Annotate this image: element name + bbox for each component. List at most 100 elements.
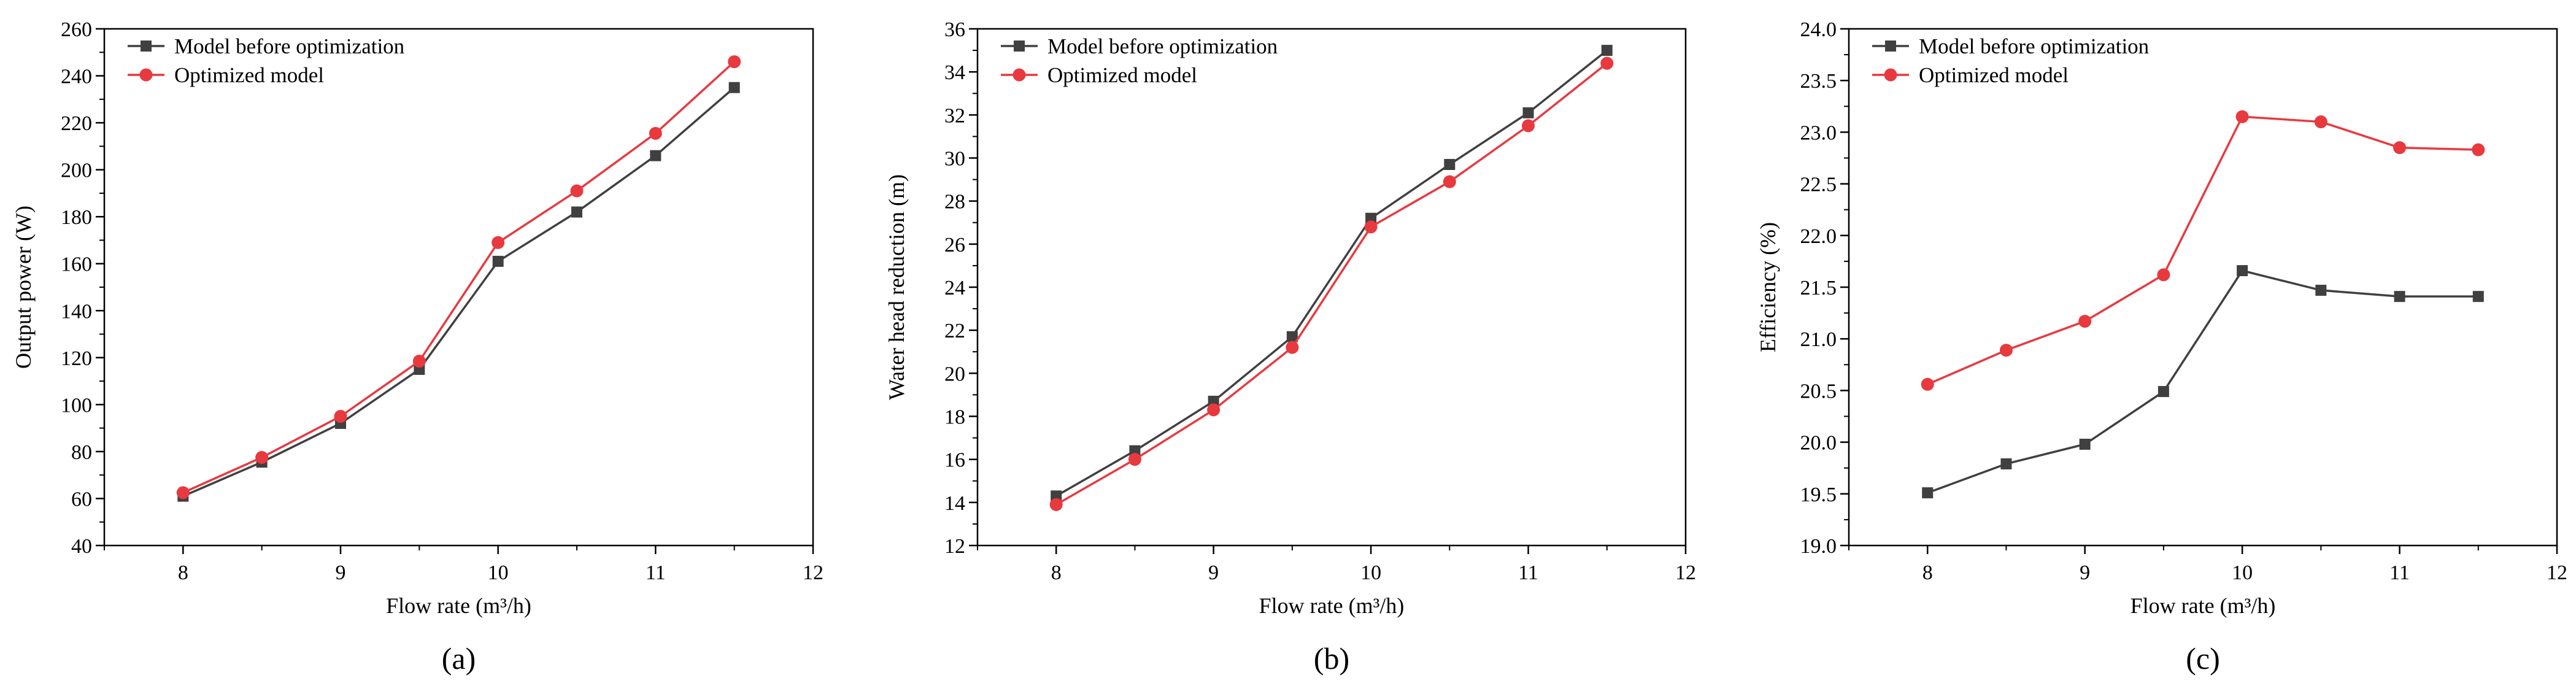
data-point	[1922, 487, 1934, 499]
data-point	[2394, 291, 2405, 303]
legend-label: Model before optimization	[174, 34, 404, 58]
y-tick-label: 34	[944, 61, 965, 84]
legend-marker	[139, 68, 153, 82]
x-tick-label: 8	[1922, 561, 1933, 584]
x-tick-label: 12	[803, 561, 823, 584]
y-tick-label: 200	[61, 160, 92, 182]
y-tick-label: 22.0	[1800, 225, 1837, 248]
data-point	[2000, 458, 2012, 469]
data-point	[1921, 377, 1934, 391]
data-point	[1051, 490, 1062, 502]
y-tick-label: 40	[71, 535, 92, 558]
y-tick-label: 18	[944, 406, 965, 429]
data-point	[1444, 159, 1456, 171]
x-tick-label: 9	[2080, 561, 2090, 584]
data-point	[728, 55, 741, 69]
legend-label: Optimized model	[174, 63, 324, 87]
y-tick-label: 16	[944, 449, 965, 472]
data-point	[728, 82, 740, 93]
data-point	[1365, 212, 1377, 224]
y-tick-label: 23.0	[1800, 121, 1837, 144]
x-tick-label: 11	[2389, 561, 2410, 584]
x-tick-label: 11	[646, 561, 666, 584]
data-point	[1522, 119, 1535, 133]
data-point	[1128, 453, 1141, 466]
data-point	[1601, 45, 1613, 56]
data-point	[1286, 341, 1299, 354]
y-tick-label: 160	[61, 253, 92, 276]
legend-label: Optimized model	[1919, 63, 2069, 87]
data-point	[1208, 395, 1219, 407]
y-tick-label: 120	[61, 347, 92, 370]
chart-panel-1: 40 60 80 100 120 140 160 180 200 220 240 260 8 9 10 11 1…	[11, 18, 823, 676]
data-point	[255, 450, 269, 464]
data-point	[334, 410, 347, 423]
series-line-before-optimization	[182, 87, 735, 498]
data-point	[2472, 291, 2484, 303]
x-tick-label: 10	[488, 561, 509, 584]
data-point	[1207, 403, 1221, 417]
legend-label: Model before optimization	[1919, 34, 2149, 58]
plot-frame	[1848, 28, 2558, 547]
chart-panel-2: 12 14 16 18 20 22 24 26 28 30 32 34 36 8 9 10 11 12 Flow r…	[884, 18, 1696, 676]
legend-marker	[1884, 68, 1897, 82]
data-point	[1522, 107, 1534, 118]
x-axis-label: Flow rate (m³/h)	[1259, 593, 1405, 618]
y-tick-label: 24.0	[1800, 18, 1837, 41]
y-tick-label: 19.0	[1800, 535, 1837, 558]
y-tick-label: 20	[944, 363, 965, 385]
x-tick-label: 11	[1518, 561, 1538, 584]
y-tick-label: 22	[944, 320, 965, 342]
data-point	[2315, 285, 2327, 296]
legend: Model before optimization Optimized model	[1872, 34, 2149, 87]
data-point	[650, 150, 661, 161]
data-point	[492, 255, 504, 267]
legend-label: Model before optimization	[1047, 34, 1278, 58]
plot-frame	[103, 28, 814, 547]
y-tick-label: 19.5	[1800, 484, 1837, 506]
data-point	[176, 486, 190, 499]
y-axis-label: Water head reduction (m)	[884, 174, 909, 400]
y-tick-label: 20.5	[1800, 380, 1837, 403]
y-tick-label: 24	[944, 277, 965, 299]
data-point	[2158, 386, 2169, 398]
y-tick-label: 23.5	[1800, 70, 1837, 93]
data-point	[2314, 115, 2327, 129]
y-tick-label: 100	[61, 394, 92, 417]
y-tick-label: 22.5	[1800, 174, 1837, 196]
y-tick-label: 30	[944, 148, 965, 171]
y-tick-label: 28	[944, 191, 965, 214]
series-line-optimized	[182, 61, 735, 494]
x-tick-label: 12	[1675, 561, 1696, 584]
x-tick-label: 9	[1208, 561, 1219, 584]
data-point	[1129, 445, 1141, 457]
y-tick-label: 14	[944, 492, 965, 515]
legend-marker	[141, 40, 152, 52]
panel-label: (c)	[2186, 641, 2220, 676]
series-line-optimized	[1927, 115, 2478, 385]
y-tick-label: 26	[944, 234, 965, 256]
y-tick-label: 32	[944, 104, 965, 127]
x-tick-label: 9	[336, 561, 346, 584]
data-point	[1049, 498, 1063, 511]
data-point	[570, 184, 584, 198]
series-line-optimized	[1055, 62, 1608, 506]
data-point	[2079, 438, 2091, 450]
data-point	[2393, 141, 2407, 155]
x-axis-label: Flow rate (m³/h)	[2131, 593, 2276, 618]
data-point	[492, 236, 505, 249]
series-line-before-optimization	[1927, 269, 2478, 494]
y-axis-label: Output power (W)	[11, 206, 36, 369]
data-point	[1600, 56, 1614, 70]
data-point	[1999, 344, 2013, 357]
y-tick-label: 220	[61, 112, 92, 135]
panel-label: (b)	[1314, 641, 1349, 676]
x-tick-label: 10	[1360, 561, 1381, 584]
data-point	[2235, 110, 2249, 123]
legend: Model before optimization Optimized model	[128, 34, 404, 87]
x-tick-label: 8	[178, 561, 188, 584]
data-point	[571, 206, 582, 218]
data-point	[2237, 265, 2248, 277]
data-point	[1443, 175, 1456, 188]
